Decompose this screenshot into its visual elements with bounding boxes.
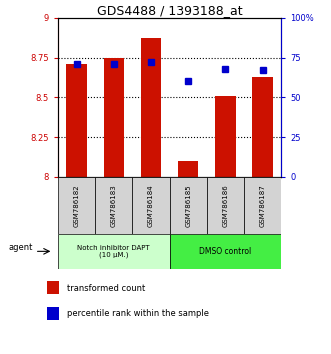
Text: GSM786183: GSM786183	[111, 184, 117, 227]
Text: GSM786187: GSM786187	[260, 184, 266, 227]
Text: Notch inhibitor DAPT
(10 μM.): Notch inhibitor DAPT (10 μM.)	[77, 245, 150, 258]
Text: GSM786185: GSM786185	[185, 184, 191, 227]
Title: GDS4488 / 1393188_at: GDS4488 / 1393188_at	[97, 4, 242, 17]
Text: GSM786186: GSM786186	[222, 184, 228, 227]
Text: DMSO control: DMSO control	[199, 247, 252, 256]
Text: transformed count: transformed count	[67, 284, 145, 293]
FancyBboxPatch shape	[169, 177, 207, 234]
Text: agent: agent	[9, 242, 33, 252]
Bar	[66, 64, 87, 177]
FancyBboxPatch shape	[244, 177, 281, 234]
Text: GSM786182: GSM786182	[73, 184, 79, 227]
FancyBboxPatch shape	[132, 177, 169, 234]
Bar	[104, 57, 124, 177]
FancyBboxPatch shape	[207, 177, 244, 234]
FancyBboxPatch shape	[58, 234, 169, 269]
Bar	[253, 76, 273, 177]
FancyBboxPatch shape	[58, 177, 95, 234]
FancyBboxPatch shape	[169, 234, 281, 269]
FancyBboxPatch shape	[95, 177, 132, 234]
Text: GSM786184: GSM786184	[148, 184, 154, 227]
Bar	[141, 39, 161, 177]
Text: percentile rank within the sample: percentile rank within the sample	[67, 309, 209, 318]
Bar	[46, 281, 59, 294]
Bar	[46, 307, 59, 320]
Bar	[178, 161, 199, 177]
Bar	[215, 96, 236, 177]
